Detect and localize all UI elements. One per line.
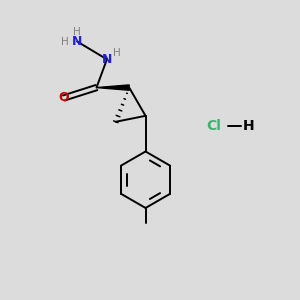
Text: H: H [242,119,254,133]
Text: H: H [73,27,81,37]
Text: H: H [61,37,69,47]
Polygon shape [97,85,129,90]
Text: H: H [113,48,121,58]
Text: N: N [72,35,83,48]
Text: N: N [102,53,112,66]
Text: O: O [58,92,69,104]
Text: Cl: Cl [206,119,221,133]
